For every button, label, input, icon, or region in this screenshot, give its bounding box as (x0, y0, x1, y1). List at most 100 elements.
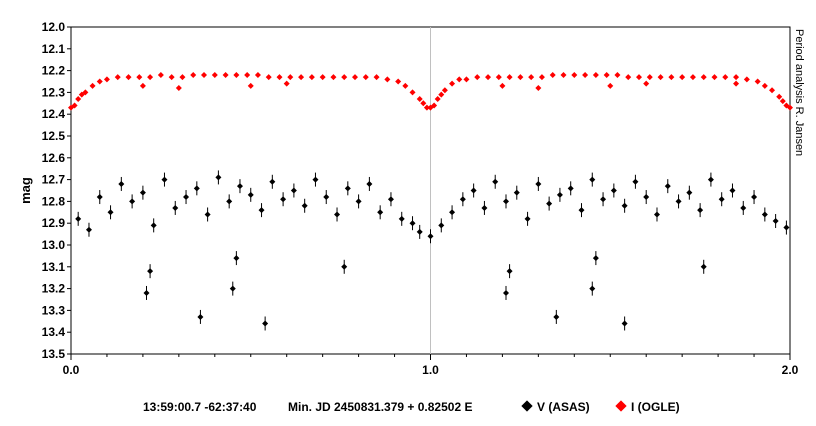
data-point (779, 98, 786, 105)
data-point (553, 313, 560, 320)
data-point (535, 85, 542, 92)
data-point (71, 102, 78, 109)
series-layer (68, 71, 793, 331)
data-point (416, 95, 423, 102)
data-point (175, 85, 182, 92)
data-point (524, 215, 531, 222)
legend-entry-v-asas: V (ASAS) (521, 400, 590, 414)
data-point (168, 74, 175, 81)
data-point (265, 74, 272, 81)
data-point (247, 82, 254, 89)
data-point (75, 215, 82, 222)
legend-entry-i-ogle: I (OGLE) (615, 400, 680, 414)
x-tick-label: 2.0 (782, 363, 799, 377)
footer-legend: 13:59:00.7 -62:37:40 Min. JD 2450831.379… (0, 396, 816, 418)
data-point (740, 204, 747, 211)
data-point (711, 74, 718, 81)
data-point (190, 71, 197, 78)
data-point (636, 74, 643, 81)
data-point (290, 187, 297, 194)
data-point (362, 74, 369, 81)
data-point (625, 74, 632, 81)
data-point (549, 71, 556, 78)
legend-label-v-asas: V (ASAS) (537, 400, 590, 414)
data-point (143, 289, 150, 296)
data-point (107, 209, 114, 216)
data-point (308, 74, 315, 81)
data-point (535, 180, 542, 187)
data-point (183, 194, 190, 201)
data-point (697, 207, 704, 214)
data-point (743, 76, 750, 83)
data-point (82, 89, 89, 96)
data-point (700, 263, 707, 270)
x-axis-ticks: 0.0 1.0 2.0 (63, 354, 799, 377)
data-point (373, 74, 380, 81)
data-point (420, 100, 427, 107)
data-point (761, 82, 768, 89)
data-point (502, 289, 509, 296)
y-tick-label: 12.8 (42, 194, 66, 208)
data-point (319, 74, 326, 81)
side-note: Period analysis R. Jansen (793, 29, 805, 156)
data-point (172, 204, 179, 211)
data-point (118, 180, 125, 187)
data-point (301, 202, 308, 209)
x-tick-label: 0.0 (63, 363, 80, 377)
data-point (201, 71, 208, 78)
data-point (769, 87, 776, 94)
data-point (560, 71, 567, 78)
data-point (506, 268, 513, 275)
data-point (298, 74, 305, 81)
data-point (689, 74, 696, 81)
data-point (129, 198, 136, 205)
data-point (538, 74, 545, 81)
data-point (675, 198, 682, 205)
data-point (776, 93, 783, 100)
y-tick-label: 13.3 (42, 303, 66, 317)
legend-label-i-ogle: I (OGLE) (631, 400, 680, 414)
y-tick-label: 13.5 (42, 347, 66, 361)
data-point (556, 191, 563, 198)
y-tick-label: 12.3 (42, 85, 66, 99)
data-point (233, 255, 240, 262)
data-point (139, 82, 146, 89)
data-point (783, 224, 790, 231)
data-point (157, 71, 164, 78)
y-tick-label: 12.4 (42, 107, 66, 121)
data-point (722, 74, 729, 81)
data-point (513, 189, 520, 196)
data-point (632, 178, 639, 185)
data-point (423, 104, 430, 111)
data-point (754, 78, 761, 85)
y-tick-label: 13.4 (42, 325, 66, 339)
light-curve-chart: 12.0 12.1 12.2 12.3 12.4 12.5 12.6 12.7 12.8 12.9… (18, 20, 805, 377)
legend-marker-red-diamond-icon (615, 400, 627, 412)
data-point (718, 196, 725, 203)
data-point (334, 211, 341, 218)
data-point (463, 76, 470, 83)
data-point (258, 207, 265, 214)
data-point (280, 196, 287, 203)
data-point (657, 74, 664, 81)
data-point (222, 71, 229, 78)
data-point (150, 222, 157, 229)
data-point (679, 74, 686, 81)
data-point (582, 71, 589, 78)
data-point (787, 104, 793, 111)
data-point (236, 183, 243, 190)
data-point (495, 74, 502, 81)
y-tick-label: 13.2 (42, 282, 66, 296)
x-tick-label: 1.0 (422, 363, 439, 377)
data-point (546, 200, 553, 207)
data-point (506, 74, 513, 81)
data-point (179, 74, 186, 81)
data-point (161, 176, 168, 183)
data-point (589, 285, 596, 292)
data-point (456, 76, 463, 83)
data-point (459, 196, 466, 203)
data-point (147, 74, 154, 81)
data-point (344, 185, 351, 192)
data-point (387, 196, 394, 203)
data-point (330, 74, 337, 81)
